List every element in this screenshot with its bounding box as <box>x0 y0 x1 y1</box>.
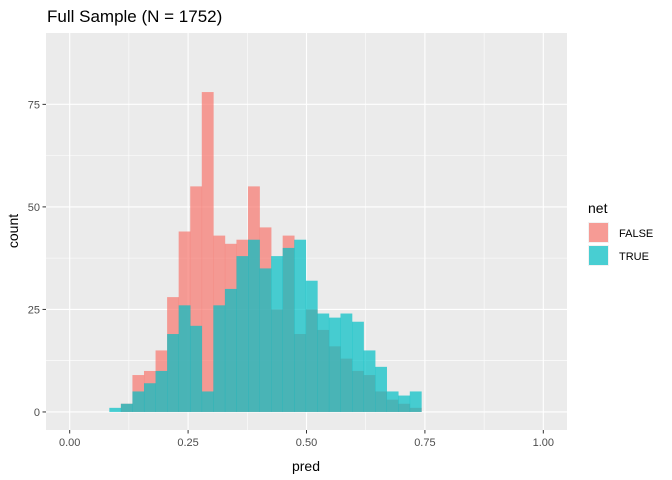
legend: net FALSE TRUE <box>588 200 653 266</box>
bar-true <box>398 395 411 412</box>
legend-title: net <box>588 200 608 216</box>
bar-false <box>201 92 214 412</box>
y-tick-label: 75 <box>28 99 40 111</box>
legend-swatch-false <box>589 223 608 242</box>
x-tick-label: 0.75 <box>414 437 435 449</box>
chart-title: Full Sample (N = 1752) <box>47 7 222 26</box>
x-tick-label: 0.25 <box>177 437 198 449</box>
bar-true <box>409 391 422 412</box>
bar-true <box>294 239 307 412</box>
bar-true <box>282 247 295 412</box>
legend-label-true: TRUE <box>619 251 649 263</box>
bar-true <box>317 313 330 412</box>
y-axis: 0 25 50 75 <box>28 99 46 419</box>
bar-true <box>120 403 133 412</box>
bar-true <box>375 366 387 412</box>
bar-true <box>328 317 341 412</box>
bar-true <box>305 280 318 412</box>
bar-true <box>167 334 179 412</box>
bar-true <box>109 407 122 412</box>
x-axis-title: pred <box>292 458 320 474</box>
bar-true <box>386 391 399 412</box>
bar-true <box>352 321 364 412</box>
bar-true <box>259 268 272 412</box>
bar-true <box>132 391 145 412</box>
bar-true <box>340 313 353 412</box>
series-true <box>109 239 422 412</box>
bar-true <box>363 350 376 412</box>
x-tick-label: 1.00 <box>533 437 554 449</box>
y-tick-label: 0 <box>34 407 40 419</box>
bar-true <box>201 391 214 412</box>
bar-true <box>178 305 191 412</box>
bar-true <box>213 305 226 412</box>
x-tick-label: 0.00 <box>59 437 80 449</box>
x-tick-label: 0.50 <box>296 437 317 449</box>
y-axis-title: count <box>5 214 21 248</box>
bar-true <box>224 288 237 412</box>
legend-label-false: FALSE <box>619 228 653 240</box>
bar-false <box>190 186 203 412</box>
y-tick-label: 25 <box>28 304 40 316</box>
legend-swatch-true <box>589 246 608 265</box>
bar-true <box>190 325 203 412</box>
bar-true <box>143 383 156 412</box>
histogram-bars <box>109 92 422 412</box>
bar-true <box>236 256 249 412</box>
bar-true <box>155 370 168 412</box>
x-axis: 0.00 0.25 0.50 0.75 1.00 <box>59 430 554 449</box>
bar-true <box>271 256 283 412</box>
y-tick-label: 50 <box>28 202 40 214</box>
bar-true <box>248 239 260 412</box>
